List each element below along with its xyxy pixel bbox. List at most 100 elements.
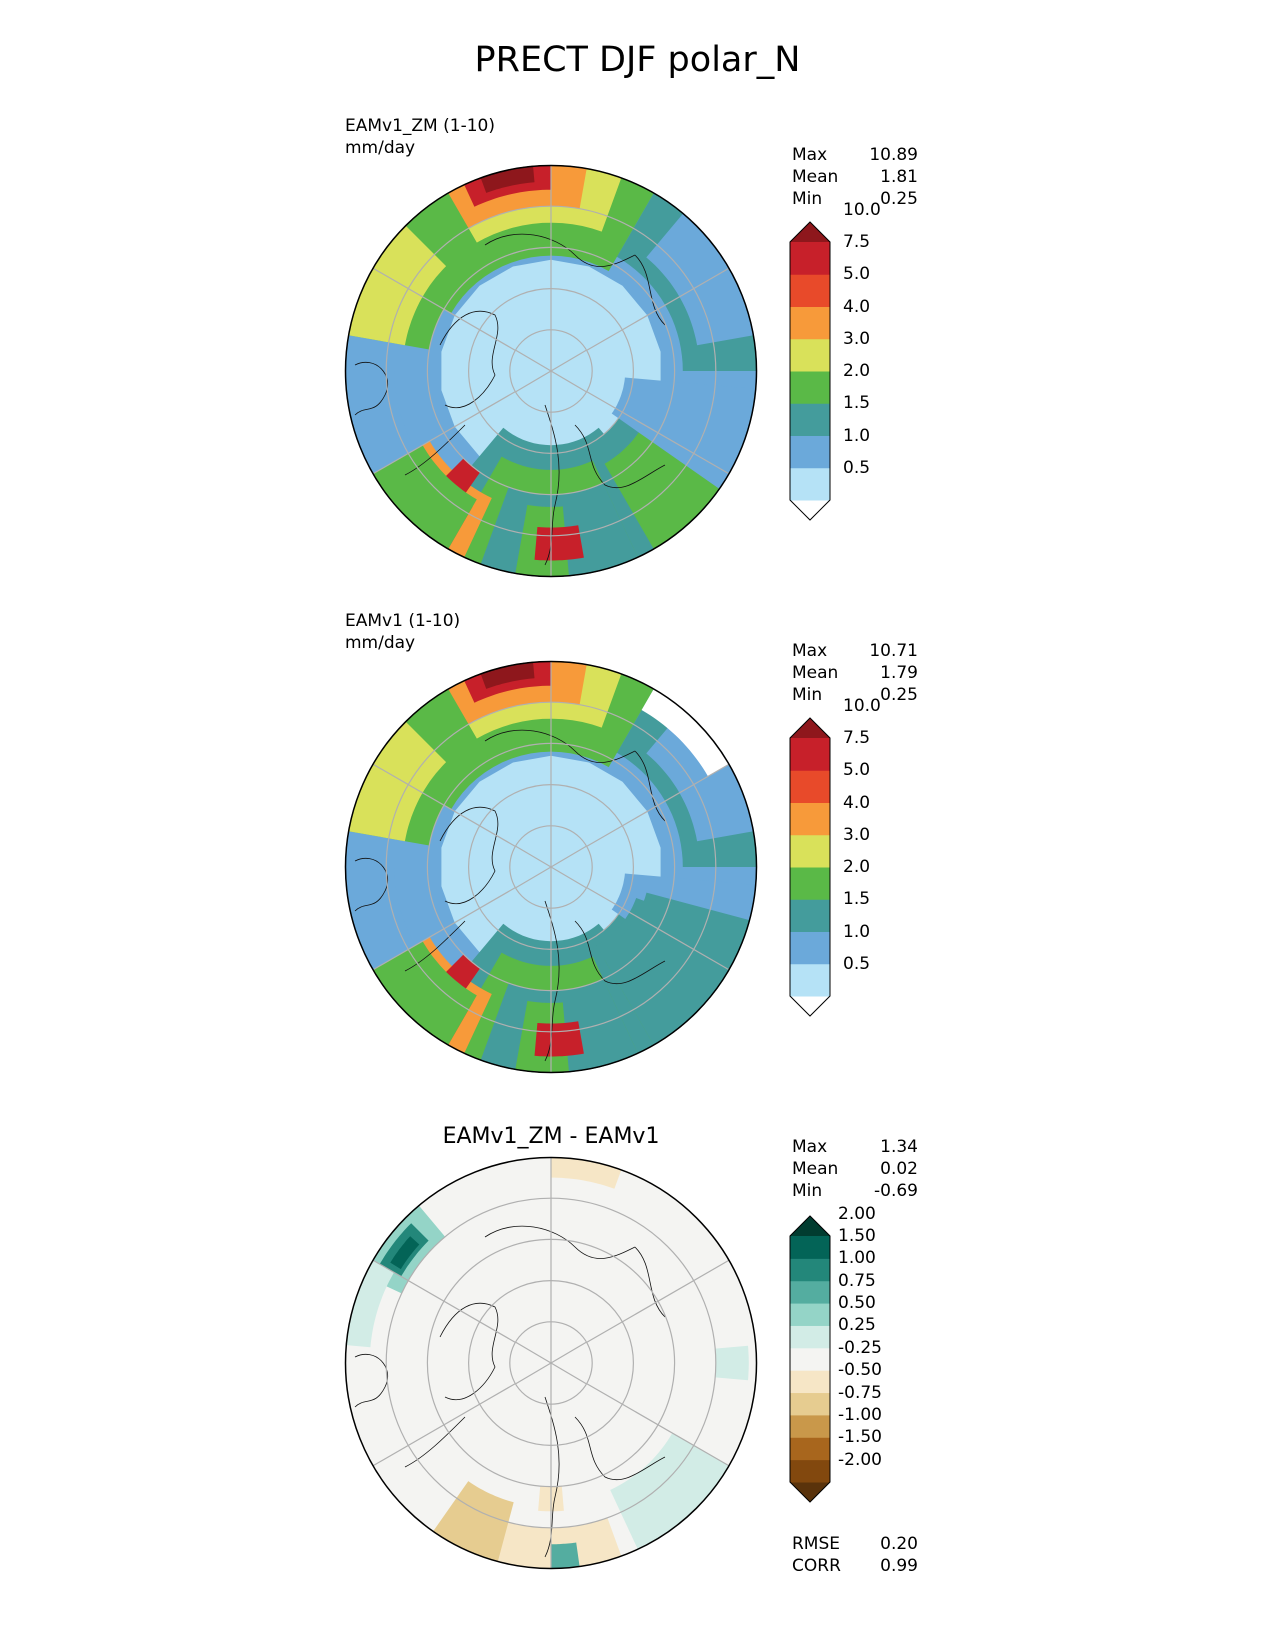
colorbar-tick-label: 1.5 — [843, 393, 871, 414]
precip-region — [641, 681, 737, 777]
figure-title: PRECT DJF polar_N — [474, 40, 801, 80]
colorbar-extend-low — [790, 500, 830, 520]
difference-region — [715, 1345, 749, 1381]
precip-region — [345, 219, 447, 346]
stat-max-value: 10.89 — [869, 145, 918, 165]
colorbar-tick-label: 0.75 — [838, 1270, 876, 1291]
colorbar-segment — [790, 403, 830, 436]
panel-1-model: EAMv1_ZM (1-10) — [345, 116, 495, 136]
colorbar-segment — [790, 738, 830, 771]
stat-max-value: 1.34 — [880, 1137, 918, 1157]
colorbar-tick-label: 10.0 — [843, 199, 881, 220]
colorbar-tick-label: 0.50 — [838, 1293, 876, 1314]
graticule — [372, 661, 730, 1073]
stat-rmse-value: 0.20 — [880, 1534, 918, 1554]
map-boundary — [344, 1156, 758, 1570]
colorbar-segment — [790, 1347, 830, 1371]
difference-region — [610, 1433, 737, 1558]
panel-1-map — [344, 164, 758, 578]
stat-mean-value: 1.81 — [880, 167, 918, 187]
map-boundary — [344, 164, 758, 578]
precip-region — [611, 377, 757, 494]
panel-1-units: mm/day — [345, 138, 416, 158]
colorbar-extend-low — [790, 1482, 830, 1502]
precip-region — [534, 525, 584, 561]
coastline — [354, 233, 666, 566]
colorbar-segment — [790, 867, 830, 900]
colorbar-tick-label: 5.0 — [843, 264, 871, 285]
colorbar-tick-label: 2.0 — [843, 857, 871, 877]
colorbar-tick-label: 0.5 — [843, 457, 871, 478]
colorbar-tick-label: -0.25 — [838, 1337, 882, 1358]
colorbar-extend-low — [790, 996, 830, 1016]
colorbar-tick-label: 1.0 — [843, 425, 871, 446]
stat-mean-value: 1.79 — [880, 663, 918, 683]
panel-3-stats: Max 1.34 Mean 0.02 Min -0.69 — [792, 1136, 918, 1202]
colorbar-segment — [790, 1459, 830, 1483]
colorbar-tick-label: 5.0 — [843, 760, 871, 781]
colorbar-tick-label: 7.5 — [843, 728, 871, 748]
panel-2-label: EAMv1 (1-10) mm/day — [345, 610, 460, 654]
panel-3-title: EAMv1_ZM - EAMv1 — [442, 1124, 660, 1149]
stat-corr-label: CORR — [792, 1556, 841, 1576]
colorbar-segment — [790, 1437, 830, 1461]
colorbar-tick-label: -1.50 — [838, 1427, 882, 1448]
stat-max-label: Max — [792, 1137, 828, 1157]
precip-region — [534, 1021, 584, 1057]
colorbar-tick-label: 4.0 — [843, 792, 871, 813]
colorbar-tick-label: 1.50 — [838, 1226, 876, 1246]
stat-max-label: Max — [792, 641, 828, 661]
colorbar-tick-label: -1.00 — [838, 1404, 882, 1425]
precip-region — [604, 424, 737, 557]
precip-region — [365, 941, 477, 1053]
colorbar-segment — [790, 1414, 830, 1438]
panel-2-colorbar — [789, 717, 831, 1017]
stat-mean-label: Mean — [792, 1159, 839, 1179]
colorbar-segment — [790, 834, 830, 868]
panel-3-extra-stats: RMSE 0.20 CORR 0.99 — [792, 1533, 918, 1577]
colorbar-tick-label: -2.00 — [838, 1449, 882, 1470]
stat-min-value: -0.69 — [874, 1181, 918, 1201]
colorbar-tick-label: 2.0 — [843, 361, 871, 381]
colorbar-segment — [790, 274, 830, 307]
colorbar-extend-high — [790, 222, 830, 242]
panel-1-stats: Max 10.89 Mean 1.81 Min 0.25 — [792, 144, 918, 210]
graticule — [372, 165, 730, 577]
stat-mean-label: Mean — [792, 167, 839, 187]
colorbar-segment — [790, 1392, 830, 1416]
panel-2-map — [344, 660, 758, 1074]
colorbar-tick-label: 1.00 — [838, 1248, 876, 1269]
colorbar-segment — [790, 1370, 830, 1394]
colorbar-segment — [790, 467, 830, 501]
colorbar-segment — [790, 306, 830, 340]
colorbar-segment — [790, 1303, 830, 1326]
stat-mean-label: Mean — [792, 663, 839, 683]
panel-2-colorbar-labels: 0.5 1.0 1.5 2.0 3.0 4.0 5.0 7.5 10.0 — [843, 696, 903, 1016]
colorbar-segment — [790, 338, 830, 372]
colorbar-tick-label: 3.0 — [843, 824, 871, 845]
precip-region — [365, 445, 477, 557]
colorbar-tick-label: -0.75 — [838, 1382, 882, 1403]
precip-region — [646, 702, 757, 842]
stat-max-label: Max — [792, 145, 828, 165]
colorbar-segment — [790, 1280, 830, 1304]
panel-2-units: mm/day — [345, 633, 416, 653]
colorbar-tick-label: 2.00 — [838, 1203, 876, 1224]
colorbar-segment — [790, 1325, 830, 1349]
colorbar-extend-high — [790, 1216, 830, 1236]
stat-max-value: 10.71 — [869, 641, 918, 661]
colorbar-segment — [790, 963, 830, 997]
colorbar-tick-label: 4.0 — [843, 296, 871, 317]
panel-2-model: EAMv1 (1-10) — [345, 611, 461, 631]
colorbar-segment — [790, 1236, 830, 1259]
stat-min-label: Min — [792, 685, 823, 705]
stat-corr-value: 0.99 — [880, 1556, 918, 1576]
precip-region — [345, 715, 447, 842]
colorbar-segment — [790, 770, 830, 803]
colorbar-segment — [790, 1258, 830, 1282]
colorbar-segment — [790, 242, 830, 275]
stat-mean-value: 0.02 — [880, 1159, 918, 1179]
colorbar-tick-label: 7.5 — [843, 232, 871, 252]
colorbar-segment — [790, 371, 830, 404]
panel-2-stats: Max 10.71 Mean 1.79 Min 0.25 — [792, 640, 918, 706]
